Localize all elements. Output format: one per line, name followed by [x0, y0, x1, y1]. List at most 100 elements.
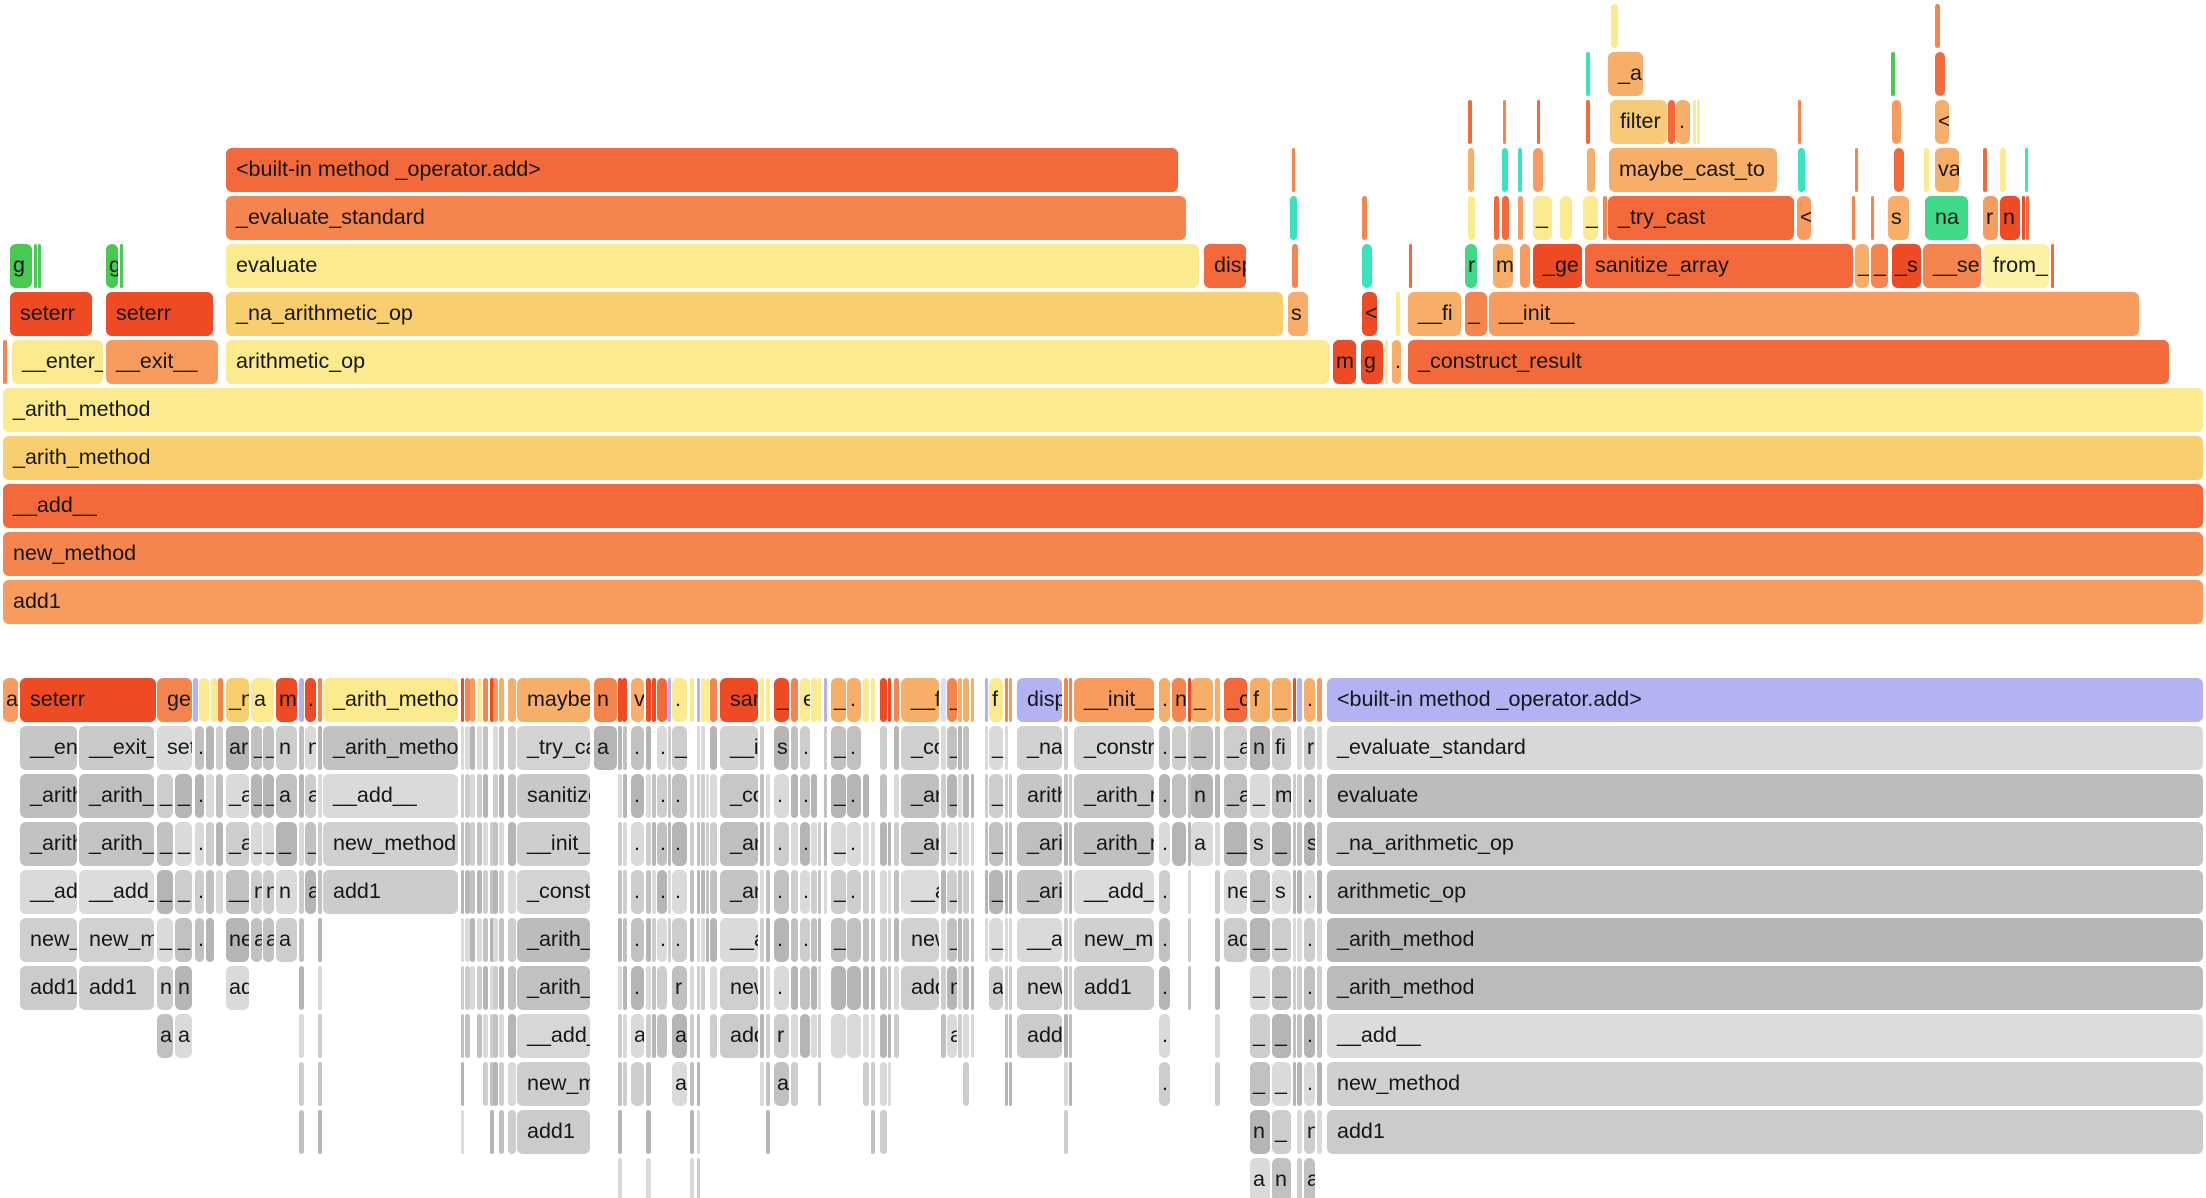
frame-n-caller[interactable]: n [1304, 1110, 1315, 1154]
frame-__add__-caller[interactable]: __add__ [1327, 1014, 2203, 1058]
frame-.-leaf[interactable]: . [847, 678, 861, 722]
frame-_-caller[interactable]: _ [947, 918, 957, 962]
frame-_arith_method-caller[interactable]: _arith_method [20, 774, 77, 818]
frame-add1-caller[interactable]: add1 [1224, 918, 1247, 962]
frame-_-caller[interactable]: _ [157, 918, 173, 962]
frame-s-caller[interactable]: s [1272, 870, 1291, 914]
frame-sliver-caller[interactable] [477, 918, 482, 962]
frame-sliver-caller[interactable] [618, 774, 622, 818]
frame-sliver-caller[interactable] [1215, 1062, 1220, 1106]
frame-_a-caller[interactable]: _a [263, 774, 274, 818]
frame-new_method-caller[interactable]: new_method [1224, 870, 1247, 914]
frame-sliver-caller[interactable] [963, 966, 969, 1010]
frame-.-caller[interactable]: . [800, 726, 810, 770]
frame-sliver-leaf[interactable] [710, 678, 717, 722]
frame-sliver-caller[interactable] [811, 870, 817, 914]
frame-sliver-caller[interactable] [791, 1014, 798, 1058]
frame-m-r8[interactable]: m [1333, 340, 1356, 384]
frame-sliver-caller[interactable] [1009, 822, 1012, 866]
frame-_-leaf[interactable]: _ [774, 678, 789, 722]
frame-sliver-caller[interactable] [490, 1062, 494, 1106]
frame-.-caller[interactable]: . [195, 774, 204, 818]
frame-sliver-caller[interactable] [318, 822, 322, 866]
frame-sliver-caller[interactable] [766, 1062, 770, 1106]
frame-v-leaf[interactable]: v [631, 678, 644, 722]
frame-r-r6[interactable]: r [1465, 244, 1477, 288]
frame-new_method-caller[interactable]: new_method [1327, 1062, 2203, 1106]
frame-sliver-r5[interactable] [1560, 196, 1572, 240]
frame-sliver-caller[interactable] [318, 774, 322, 818]
frame-sliver-r3[interactable] [1503, 100, 1506, 144]
frame-sliver-caller[interactable] [470, 726, 475, 770]
frame-sliver-caller[interactable] [1293, 918, 1296, 962]
frame-sliver-leaf[interactable] [1064, 678, 1068, 722]
frame-sliver-r6[interactable] [1362, 244, 1372, 288]
frame-sliver-caller[interactable] [941, 966, 946, 1010]
frame-.-caller[interactable]: . [1304, 918, 1315, 962]
frame-sliver-caller[interactable] [863, 774, 869, 818]
frame-sliver-r5[interactable] [1852, 196, 1855, 240]
frame-sliver-caller[interactable] [1188, 966, 1191, 1010]
frame-_arith_method-caller[interactable]: _arith_method [79, 822, 154, 866]
frame-sliver-caller[interactable] [701, 870, 705, 914]
frame-n-caller[interactable]: n [175, 966, 192, 1010]
frame-sliver-caller[interactable] [766, 822, 770, 866]
frame-_-caller[interactable]: _ [251, 726, 262, 770]
frame-sliver-caller[interactable] [646, 870, 651, 914]
frame-add1-caller[interactable]: add1 [901, 966, 939, 1010]
frame-sliver-leaf[interactable] [888, 678, 891, 722]
frame-sliver-caller[interactable] [490, 966, 494, 1010]
frame-sliver-caller[interactable] [461, 966, 464, 1010]
frame-sliver-r6[interactable] [34, 244, 37, 288]
frame-sliver-caller[interactable] [1069, 822, 1072, 866]
frame-add1-caller[interactable]: add1 [20, 966, 77, 1010]
frame-_-caller[interactable]: _ [175, 870, 192, 914]
frame-n-leaf[interactable]: n [1172, 678, 1186, 722]
frame-sliver-caller[interactable] [818, 1062, 821, 1106]
frame-sliver-caller[interactable] [710, 822, 717, 866]
frame-__se-r6[interactable]: __se [1923, 244, 1981, 288]
frame-sliver-caller[interactable] [894, 1014, 899, 1058]
frame-sliver-caller[interactable] [299, 1014, 304, 1058]
frame-sliver-caller[interactable] [941, 918, 946, 962]
frame-selected-built-in-method-_operator.add-leaf[interactable]: <built-in method _operator.add> [1327, 678, 2203, 722]
frame-sliver-caller[interactable] [800, 966, 810, 1010]
frame-sliver-caller[interactable] [483, 870, 488, 914]
frame-.-caller[interactable]: . [195, 822, 204, 866]
frame-sliver-caller[interactable] [1064, 870, 1068, 914]
frame-_-caller[interactable]: _ [157, 822, 173, 866]
frame-a-caller[interactable]: a [631, 1014, 644, 1058]
frame-.-caller[interactable] [508, 870, 516, 914]
frame-sliver-caller[interactable] [668, 774, 671, 818]
frame-a-caller[interactable]: a [305, 870, 316, 914]
frame-sliver-caller[interactable] [894, 918, 899, 962]
frame-sliver-caller[interactable] [985, 774, 988, 818]
frame-sliver-caller[interactable] [697, 1014, 700, 1058]
frame-sliver-caller[interactable] [299, 1110, 304, 1154]
frame-_-caller[interactable]: _ [1272, 1110, 1291, 1154]
frame-sliver-caller[interactable] [318, 870, 322, 914]
frame-sliver-caller[interactable] [1297, 870, 1302, 914]
frame-_-caller[interactable]: _ [175, 918, 192, 962]
frame-.-caller[interactable]: . [1159, 1014, 1170, 1058]
frame-sliver-caller[interactable] [701, 822, 705, 866]
frame-.-caller[interactable]: . [800, 822, 810, 866]
frame-sliver-caller[interactable] [461, 1110, 464, 1154]
frame-sliver-caller[interactable] [1215, 726, 1220, 770]
frame-add1-caller[interactable]: add1 [1327, 1110, 2203, 1154]
frame-.-caller[interactable] [791, 774, 798, 818]
frame-_-r5[interactable]: _ [1533, 196, 1552, 240]
frame-.-caller[interactable] [508, 822, 516, 866]
frame-sliver-caller[interactable] [791, 822, 798, 866]
frame-sliver-leaf[interactable] [1297, 678, 1302, 722]
frame-sliver-caller[interactable] [706, 870, 709, 914]
frame-sliver-caller[interactable] [985, 870, 988, 914]
frame-sliver-caller[interactable] [1069, 918, 1072, 962]
frame-sliver-caller[interactable] [971, 822, 974, 866]
frame-_-caller[interactable]: _ [305, 822, 316, 866]
frame-m-leaf[interactable]: m [276, 678, 297, 722]
frame-sliver-caller[interactable] [971, 966, 974, 1010]
frame-.-caller[interactable]: . [195, 726, 204, 770]
frame-sliver-caller[interactable] [701, 774, 705, 818]
frame-.-caller[interactable]: . [631, 822, 644, 866]
